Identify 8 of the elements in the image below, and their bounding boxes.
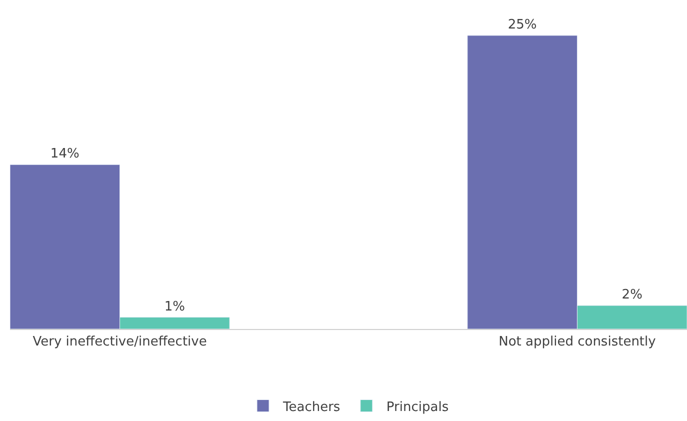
x-tick-label: Very ineffective/ineffective	[32, 334, 207, 350]
data-label: 14%	[50, 146, 80, 162]
data-label: 1%	[164, 299, 185, 314]
legend-label: Teachers	[282, 400, 340, 415]
legend-label: Principals	[386, 400, 449, 415]
data-label: 2%	[622, 288, 642, 303]
x-tick-label: Not applied consistently	[498, 334, 656, 350]
data-label: 25%	[508, 17, 537, 32]
